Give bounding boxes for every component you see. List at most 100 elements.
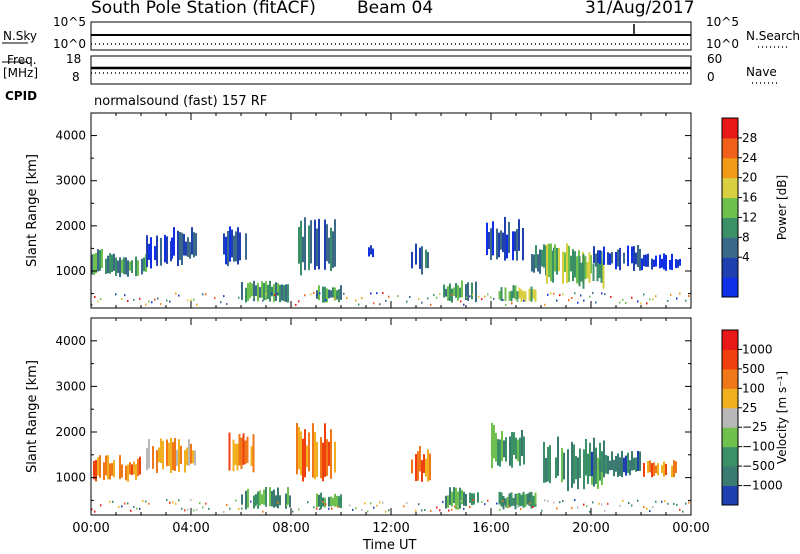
- echo-cell: [308, 432, 310, 472]
- echo-cell: [141, 258, 143, 275]
- echo-cell: [181, 232, 183, 265]
- scatter-cell: [472, 293, 474, 296]
- echo-cell: [518, 287, 521, 299]
- echo-cell: [285, 284, 287, 302]
- scatter-cell: [652, 298, 654, 301]
- colorbar-tick-label: −500: [742, 459, 775, 473]
- echo-cell: [338, 289, 340, 303]
- echo-cell: [546, 244, 548, 284]
- echo-cell: [160, 238, 162, 266]
- scatter-cell: [166, 499, 168, 502]
- scatter-cell: [271, 292, 273, 295]
- scatter-cell: [277, 292, 279, 295]
- echo-cell: [195, 233, 197, 256]
- scatter-cell: [688, 295, 690, 297]
- echo-cell: [649, 460, 651, 473]
- nsearch-label: N.Search: [746, 29, 800, 43]
- scatter-cell: [379, 501, 381, 504]
- scatter-cell: [325, 503, 327, 506]
- echo-cell: [518, 219, 520, 251]
- scatter-cell: [568, 299, 570, 302]
- scatter-cell: [517, 505, 519, 508]
- echo-cell: [514, 231, 516, 252]
- echo-cell: [105, 258, 107, 274]
- echo-cell: [415, 454, 417, 482]
- echo-cell: [541, 249, 543, 267]
- echo-cell: [543, 244, 545, 268]
- scatter-cell: [118, 505, 120, 508]
- echo-cell: [564, 252, 566, 273]
- scatter-cell: [508, 505, 510, 508]
- echo-cell: [372, 248, 374, 258]
- scatter-cell: [373, 302, 375, 305]
- echo-cell: [336, 495, 338, 507]
- scatter-cell: [583, 299, 585, 302]
- scatter-cell: [454, 505, 456, 508]
- echo-cell: [300, 220, 302, 276]
- echo-cell: [582, 254, 585, 289]
- echo-cell: [310, 220, 312, 264]
- scatter-cell: [139, 297, 141, 300]
- colorbar-swatch: [722, 349, 738, 370]
- x-tick-label: 20:00: [572, 521, 609, 536]
- echo-cell: [631, 246, 633, 264]
- scatter-cell: [631, 296, 633, 299]
- echo-cell: [603, 246, 605, 265]
- echo-cell: [267, 284, 269, 299]
- echo-cell: [287, 284, 289, 303]
- scatter-cell: [619, 504, 621, 507]
- scatter-cell: [388, 295, 390, 298]
- echo-cell: [552, 250, 554, 283]
- echo-cell: [453, 487, 455, 504]
- scatter-cell: [397, 295, 399, 298]
- echo-cell: [465, 494, 467, 507]
- echo-cell: [423, 454, 425, 473]
- scatter-cell: [460, 500, 462, 503]
- echo-cell: [247, 488, 249, 508]
- echo-cell: [512, 497, 515, 506]
- nave-tick-bottom: 0: [707, 70, 715, 84]
- echo-cell: [109, 463, 111, 480]
- scatter-cell: [385, 510, 387, 513]
- echo-cell: [499, 439, 501, 467]
- echo-cell: [160, 438, 162, 463]
- echo-cell: [174, 438, 176, 471]
- echo-cell: [156, 450, 158, 473]
- echo-cell: [500, 230, 502, 250]
- y-axis-title: Slant Range [km]: [25, 360, 40, 473]
- echo-cell: [572, 249, 574, 282]
- echo-cell: [150, 237, 152, 269]
- echo-cell: [522, 291, 525, 300]
- echo-cell: [497, 439, 499, 466]
- echo-cell: [543, 441, 545, 483]
- echo-cell: [522, 228, 524, 261]
- scatter-cell: [169, 300, 171, 303]
- scatter-cell: [262, 299, 264, 302]
- scatter-cell: [160, 303, 162, 305]
- scatter-cell: [574, 292, 576, 295]
- echo-cell: [641, 258, 643, 271]
- scatter-cell: [637, 499, 639, 502]
- scatter-cell: [331, 507, 333, 510]
- scatter-cell: [184, 509, 186, 512]
- scatter-cell: [502, 299, 504, 301]
- scatter-cell: [592, 292, 594, 295]
- echo-cell: [584, 256, 587, 280]
- scatter-cell: [148, 502, 150, 505]
- scatter-cell: [499, 508, 501, 511]
- echo-cell: [419, 247, 421, 269]
- echo-cell: [549, 445, 551, 484]
- scatter-cell: [175, 292, 177, 295]
- scatter-cell: [487, 293, 489, 296]
- echo-cell: [598, 252, 601, 278]
- echo-cell: [244, 440, 247, 465]
- scatter-cell: [505, 505, 507, 508]
- echo-cell: [368, 247, 370, 257]
- echo-cell: [617, 249, 619, 267]
- scatter-cell: [100, 504, 102, 507]
- colorbar-tick-label: −100: [742, 440, 775, 454]
- echo-cell: [532, 289, 535, 299]
- echo-cell: [93, 460, 95, 480]
- echo-cell: [97, 457, 99, 476]
- scatter-cell: [682, 510, 684, 513]
